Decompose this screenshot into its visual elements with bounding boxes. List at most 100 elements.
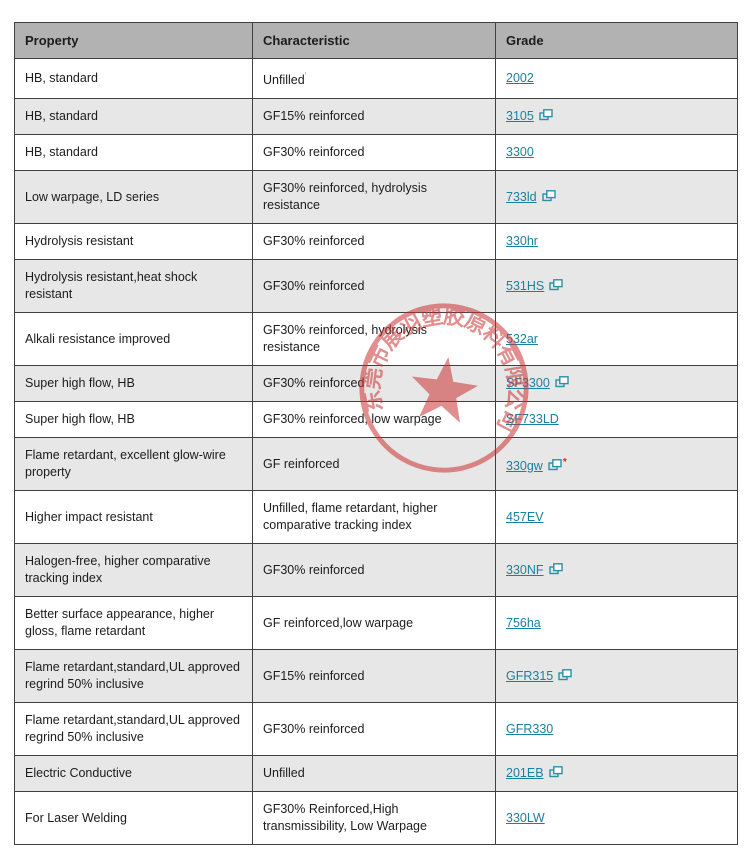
grade-cell: 2002 [495,57,738,100]
property-cell: Hydrolysis resistant,heat shock resistan… [14,259,253,314]
grade-link[interactable]: 3105 [506,109,534,124]
characteristic-cell: GF30% reinforced, hydrolysis resistance [252,170,496,225]
characteristic-text: GF reinforced [263,456,340,471]
external-link-icon[interactable] [558,668,572,685]
grade-asterisk: * [562,456,567,468]
grade-link[interactable]: 531HS [506,278,545,293]
property-cell: Low warpage, LD series [14,170,253,225]
grade-link[interactable]: 457EV [506,509,544,524]
col-header-property: Property [14,22,253,59]
grade-link[interactable]: SF3300 [506,376,550,391]
grade-link[interactable]: SF733LD [506,412,559,427]
property-text: HB, standard [25,145,98,160]
property-cell: Flame retardant,standard,UL approved reg… [14,649,253,704]
grade-link[interactable]: 532ar [506,331,538,346]
grade-cell: 756ha [495,596,738,651]
characteristic-cell: GF reinforced [252,437,496,492]
property-text: Electric Conductive [25,766,132,781]
grade-cell: 733ld [495,170,738,225]
grade-link[interactable]: 2002 [506,71,534,86]
characteristic-cell: GF30% reinforced, low warpage [252,401,496,439]
property-text: Super high flow, HB [25,412,135,427]
property-cell: Super high flow, HB [14,365,253,403]
header-row: Property Characteristic Grade [14,22,738,59]
property-cell: Hydrolysis resistant [14,223,253,261]
grade-link[interactable]: 330LW [506,810,545,825]
grade-cell: 330NF [495,543,738,598]
external-link-icon[interactable] [548,562,563,579]
external-link-icon[interactable] [541,189,556,206]
characteristic-cell: GF15% reinforced [252,649,496,704]
characteristic-text: Unfilled, flame retardant, higher compar… [263,501,438,533]
table-row: Hydrolysis resistant GF30% reinforced 33… [14,223,738,261]
table-row: Super high flow, HB GF30% reinforced SF3… [14,365,738,403]
characteristic-cell: Unfilled' [252,57,496,100]
grade-link[interactable]: 3300 [506,145,534,160]
grade-link[interactable]: GFR315 [506,668,554,683]
property-cell: HB, standard [14,134,253,172]
characteristic-cell: GF30% reinforced [252,702,496,757]
property-cell: Flame retardant,standard,UL approved reg… [14,702,253,757]
property-text: Alkali resistance improved [25,331,171,346]
characteristic-text: Unfilled [263,73,305,88]
property-text: Better surface appearance, higher gloss,… [25,607,215,639]
characteristic-text: GF30% reinforced, low warpage [263,412,442,427]
characteristic-cell: GF30% reinforced, hydrolysis resistance [252,312,496,367]
grade-cell: 531HS [495,259,738,314]
property-cell: Flame retardant, excellent glow-wire pro… [14,437,253,492]
grade-link[interactable]: GFR330 [506,721,554,736]
characteristic-cell: GF30% reinforced [252,365,496,403]
characteristic-cell: Unfilled, flame retardant, higher compar… [252,490,496,545]
characteristic-text: GF30% reinforced [263,562,365,577]
table-row: Flame retardant,standard,UL approved reg… [14,649,738,704]
table-row: Flame retardant, excellent glow-wire pro… [14,437,738,492]
table-row: Super high flow, HB GF30% reinforced, lo… [14,401,738,439]
property-cell: HB, standard [14,98,253,136]
table-row: Flame retardant,standard,UL approved reg… [14,702,738,757]
characteristic-cell: GF15% reinforced [252,98,496,136]
characteristic-text: GF15% reinforced [263,668,365,683]
grade-cell: GFR330 [495,702,738,757]
grade-link[interactable]: 756ha [506,615,541,630]
grade-link[interactable]: 330NF [506,562,544,577]
property-text: Flame retardant,standard,UL approved reg… [25,660,240,692]
external-link-icon[interactable] [548,765,563,782]
col-header-characteristic: Characteristic [252,22,496,59]
table-row: HB, standard GF15% reinforced 3105 [14,98,738,136]
grade-link[interactable]: 201EB [506,766,544,781]
property-cell: Better surface appearance, higher gloss,… [14,596,253,651]
external-link-icon[interactable] [549,278,563,295]
grade-cell: 3105 [495,98,738,136]
property-text: Higher impact resistant [25,509,153,524]
characteristic-text: GF30% Reinforced,High transmissibility, … [263,802,427,834]
grade-link[interactable]: 330hr [506,234,538,249]
characteristic-text: GF30% reinforced [263,145,365,160]
grade-cell: 330hr [495,223,738,261]
table-row: HB, standard Unfilled' 2002 [14,57,738,100]
grade-link[interactable]: 330gw [506,458,543,473]
grades-table: Property Characteristic Grade HB, standa… [14,22,738,846]
grade-link[interactable]: 733ld [506,189,537,204]
characteristic-text: GF15% reinforced [263,109,365,124]
characteristic-cell: GF30% reinforced [252,543,496,598]
grade-cell: SF733LD [495,401,738,439]
external-link-icon[interactable] [539,108,553,125]
characteristic-cell: GF30% Reinforced,High transmissibility, … [252,791,496,846]
col-header-grade: Grade [495,22,738,59]
property-text: Hydrolysis resistant [25,234,134,249]
property-text: Flame retardant,standard,UL approved reg… [25,713,240,745]
external-link-icon[interactable] [555,375,569,392]
characteristic-cell: GF30% reinforced [252,259,496,314]
property-cell: Higher impact resistant [14,490,253,545]
property-text: HB, standard [25,71,98,86]
property-cell: Super high flow, HB [14,401,253,439]
characteristic-text: GF30% reinforced, hydrolysis resistance [263,181,427,213]
external-link-icon[interactable] [548,458,562,475]
characteristic-cell: Unfilled [252,755,496,793]
grade-cell: GFR315 [495,649,738,704]
characteristic-text: Unfilled [263,766,305,781]
property-text: HB, standard [25,109,98,124]
table-body: HB, standard Unfilled' 2002 HB, standard… [14,57,738,846]
table-row: Hydrolysis resistant,heat shock resistan… [14,259,738,314]
